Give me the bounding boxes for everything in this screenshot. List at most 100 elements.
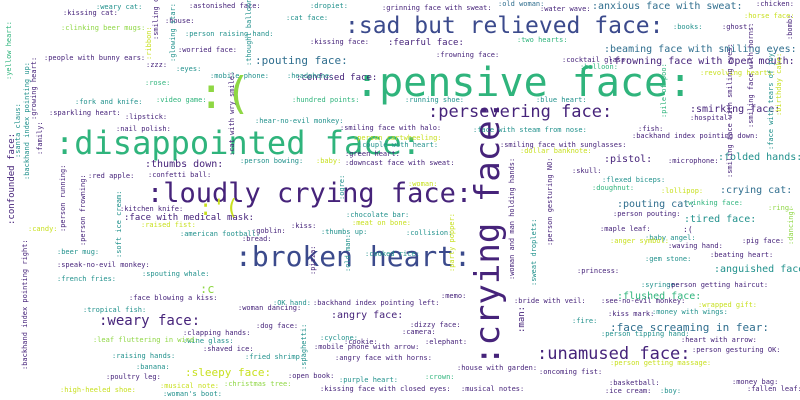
word-tear-emoticon: :'( <box>199 196 239 221</box>
word-beating-heart: :beating heart: <box>710 251 774 259</box>
word-angry-face: :angry face: <box>331 310 404 321</box>
word-beer-mug: :beer mug: <box>57 248 100 256</box>
word-blue-heart: :blue heart: <box>536 96 587 104</box>
word-maple-leaf: :maple leaf: <box>600 225 651 233</box>
word-smirking-face: :smirking face: <box>690 104 781 115</box>
word-people-with-bunny-ears: :people with bunny ears: <box>44 54 146 62</box>
word-bride-with-veil: :bride with veil: <box>514 297 586 305</box>
word-green-heart: :green heart: <box>345 150 400 158</box>
word-money-with-wings: :money with wings: <box>652 308 728 316</box>
word-family: :family: <box>36 121 44 155</box>
word-weary-face: :weary face: <box>99 313 201 329</box>
word-microphone: :microphone: <box>668 157 719 165</box>
word-american-football: :american football: <box>180 230 261 238</box>
word-fire: :fire: <box>572 317 598 325</box>
word-disappointed-face: :disappointed face: <box>55 124 422 162</box>
word-two-hearts: :two hearts: <box>517 36 568 44</box>
word-persevering-face: :persevering face: <box>428 102 613 122</box>
word-face-screaming-in-fear: :face screaming in fear: <box>610 321 769 334</box>
word-shaved-ice: :shaved ice: <box>203 345 254 353</box>
word-loudly-crying-face: :loudly crying face: <box>147 178 473 209</box>
word-revolving-hearts: :revolving hearts: <box>700 69 776 77</box>
word-face-with-medical-mask: :face with medical mask: <box>124 213 255 223</box>
word-gem-stone: :gem stone: <box>645 255 692 263</box>
word-chocolate-bar: :chocolate bar: <box>346 211 410 219</box>
word-headphone: :headphone: <box>287 72 334 80</box>
word-soft-ice-cream: :soft ice cream: <box>115 190 123 258</box>
word-pensive-face: :pensive face: <box>355 60 693 106</box>
word-crying-face: :crying face: <box>468 99 508 366</box>
word-face-with-tears-of-joy: :face with tears of joy: <box>767 48 775 150</box>
word-bread: :bread: <box>242 235 272 243</box>
word-c-emoticon: :c <box>200 282 215 296</box>
word-clinking-beer-mugs: :clinking beer mugs: <box>61 24 146 32</box>
word-ring: :ring: <box>768 204 794 212</box>
word-frowning-face: :frowning face: <box>436 51 500 59</box>
word-beaming-face: :beaming face with smiling eyes: <box>604 44 797 55</box>
word-winking-face: :winking face: <box>684 199 744 207</box>
word-hear-no-evil-monkey: :hear-no-evil monkey: <box>255 117 344 125</box>
word-backhand-index-pointing-right: :backhand index pointing right: <box>21 239 29 370</box>
word-leaf-fluttering-in-wind: :leaf fluttering in wind: <box>93 336 199 344</box>
word-cyclone: :cyclone: <box>320 334 358 342</box>
word-woman-and-man-holding-hands: :woman and man holding hands: <box>508 157 516 280</box>
word-kissing-cat: :kissing cat: <box>63 9 118 17</box>
word-baby-angel: :baby angel: <box>645 234 696 242</box>
word-musical-note: :musical note: <box>160 382 220 390</box>
word-person-gesturing-no: :person gesturing NO: <box>546 157 554 246</box>
word-nail-polish: :nail polish: <box>116 125 171 133</box>
word-backhand-index-pointing-left: :backhand index pointing left: <box>313 299 440 307</box>
word-kissing-face: :kissing face: <box>310 38 370 46</box>
word-princess: :princess: <box>577 267 620 275</box>
word-water-wave: :water wave: <box>540 5 591 13</box>
word-ghost: :ghost: <box>722 23 752 31</box>
word-oncoming-fist: :oncoming fist: <box>539 368 603 376</box>
word-pizza: :pizza: <box>309 245 317 275</box>
word-flushed-face: :flushed face: <box>617 291 702 302</box>
word-french-fries: :french fries: <box>57 275 117 283</box>
word-musical-notes: :musical notes: <box>461 385 525 393</box>
word-zzz: :zzz: <box>146 61 168 69</box>
word-weary-cat: :weary cat: <box>96 3 143 11</box>
word-confetti-ball: :confetti ball: <box>148 171 212 179</box>
word-pistol: :pistol: <box>604 154 653 165</box>
word-hundred-points: :hundred points: <box>292 96 360 104</box>
word-tropical-fish: :tropical fish: <box>83 306 147 314</box>
word-goblin: :goblin: <box>252 227 286 235</box>
word-ok-hand: :OK hand: <box>273 299 311 307</box>
word-kissing-face-with-closed-eyes: :kissing face with closed eyes: <box>320 385 451 393</box>
word-smiling-face-with-halo: :smiling face with halo: <box>340 124 442 132</box>
word-person-pouting: :person pouting: <box>613 210 681 218</box>
word-poultry-leg: :poultry leg: <box>106 373 161 381</box>
word-woman-dancing: :woman dancing: <box>238 304 302 312</box>
word-mobile-phone-with-arrow: :mobile phone with arrow: <box>314 343 420 351</box>
word-person-cartwheeling: :person cartwheeling: <box>353 134 442 142</box>
word-cooked-rice: :cooked rice: <box>365 250 420 258</box>
word-astonished-face: :astonished face: <box>189 2 261 10</box>
word-person-frowning: :person frowning: <box>79 174 87 246</box>
word-sleepy-face: :sleepy face: <box>185 366 272 379</box>
word-speak-no-evil-monkey: :speak-no-evil monkey: <box>57 261 150 269</box>
word-dizzy-face: :dizzy face: <box>410 321 461 329</box>
word-lipstick: :lipstick: <box>125 113 168 121</box>
word-old-man: :old man: <box>344 234 352 272</box>
word-fish: :fish: <box>638 125 664 133</box>
word-smiling-face-with-horns: :smiling face with horns: <box>747 22 755 128</box>
word-collision: :collision: <box>406 229 453 237</box>
word-pouting-face: :pouting face: <box>255 54 348 67</box>
word-pig-face: :pig face: <box>742 237 785 245</box>
word-face-blowing-a-kiss: :face blowing a kiss: <box>129 294 218 302</box>
word-birthday-cake: :birthday cake: <box>775 52 783 116</box>
word-hospital: :hospital: <box>690 114 733 122</box>
word-memo: :memo: <box>441 292 467 300</box>
word-kiss-mark: :kiss mark: <box>608 310 655 318</box>
word-anxious-face-with-sweat: :anxious face with sweat: <box>592 1 743 12</box>
word-frown-emoticon: :( <box>198 68 251 119</box>
word-waving-hand: :waving hand: <box>668 242 723 250</box>
word-small-frown: :( <box>683 225 693 234</box>
word-smiling-face-with-smiling-eyes: :smiling face with smiling eyes: <box>726 43 734 178</box>
word-elephant: :elephant: <box>425 338 468 346</box>
word-person-getting-haircut: :person getting haircut: <box>667 281 769 289</box>
word-glowing-star: :glowing star: <box>169 2 177 62</box>
word-money-bag: :money bag: <box>732 378 779 386</box>
